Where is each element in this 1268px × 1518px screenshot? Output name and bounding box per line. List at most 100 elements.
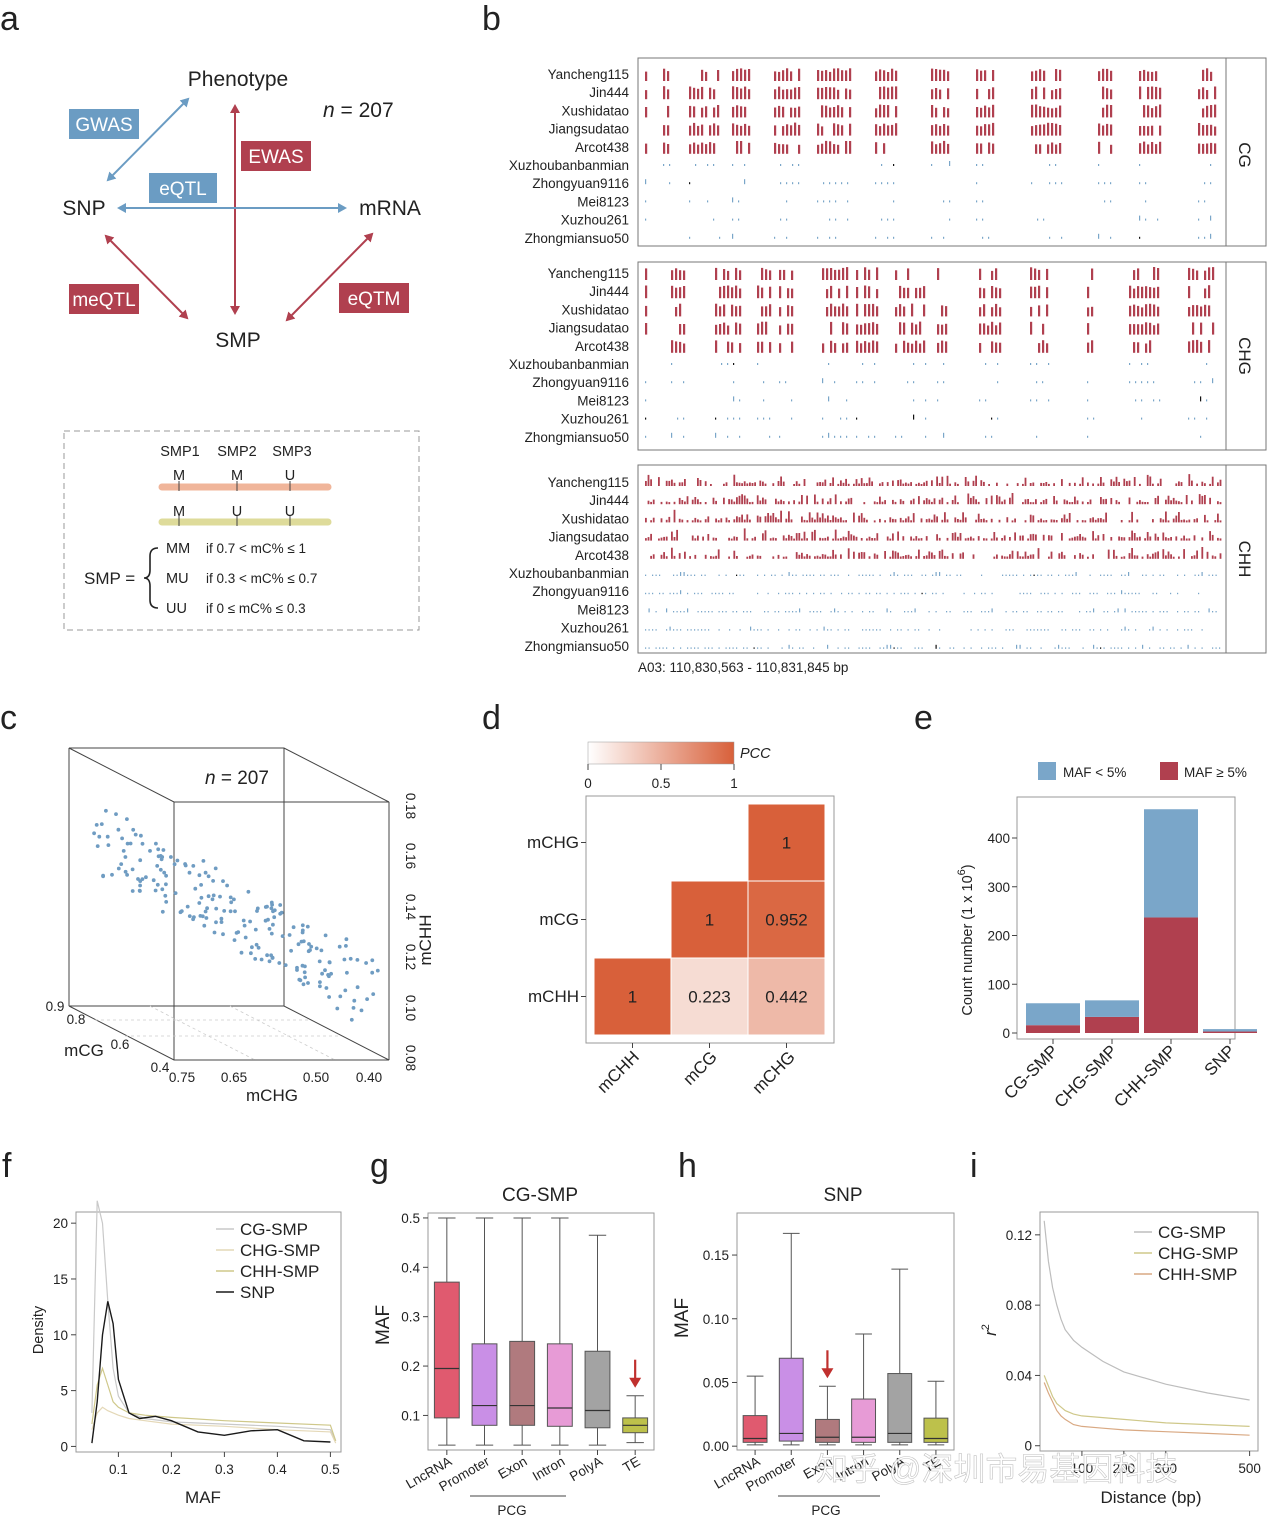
chh-bar	[1042, 534, 1045, 541]
methylation-bar	[1046, 343, 1049, 353]
methylation-bar	[778, 71, 781, 81]
chh-mark	[648, 608, 650, 613]
chh-bar	[1089, 518, 1092, 523]
chh-mark	[1072, 574, 1074, 576]
chh-bar	[762, 533, 764, 541]
chh-mark	[949, 647, 951, 649]
chh-bar	[1157, 483, 1159, 486]
methylation-bar	[1147, 86, 1150, 100]
x-tick-label: 0.5	[321, 1462, 340, 1477]
chh-mark	[1026, 629, 1028, 631]
scatter-point	[105, 834, 110, 839]
chh-bar	[853, 483, 855, 486]
methylation-mark	[774, 236, 776, 239]
chh-bar	[736, 556, 738, 559]
chh-mark	[1135, 647, 1137, 649]
chh-bar	[1162, 519, 1165, 523]
mcg-tick: 0.4	[151, 1060, 170, 1075]
methylation-mark	[1042, 381, 1044, 384]
chh-bar	[725, 482, 728, 486]
methylation-bar	[787, 288, 790, 299]
methylation-bar	[1141, 286, 1144, 299]
methylation-bar	[937, 324, 940, 335]
chh-bar	[1191, 480, 1193, 486]
methylation-bar	[875, 108, 878, 118]
chh-mark	[666, 608, 668, 613]
methylation-mark	[881, 218, 883, 221]
chh-bar	[1032, 533, 1035, 541]
scatter-point	[298, 978, 303, 983]
chh-mark	[1208, 574, 1210, 576]
chh-mark	[844, 611, 846, 613]
methylation-bar	[821, 87, 824, 100]
scatter-point	[249, 951, 253, 956]
box-iqr	[923, 1417, 949, 1443]
chh-bar	[782, 556, 785, 559]
methylation-bar	[1202, 108, 1205, 118]
chh-bar	[915, 536, 918, 541]
chh-mark	[1100, 574, 1102, 576]
chh-mark	[645, 592, 647, 595]
chh-bar	[944, 512, 946, 523]
scatter-point	[204, 916, 209, 920]
chh-bar	[1118, 536, 1120, 541]
scatter-point	[271, 922, 275, 927]
chh-bar	[1159, 478, 1162, 486]
chh-bar	[1011, 493, 1014, 505]
methylation-bar	[939, 69, 942, 81]
chh-bar	[1066, 500, 1068, 505]
chh-mark	[1110, 574, 1112, 576]
chh-bar	[728, 499, 730, 505]
chh-bar	[676, 529, 678, 541]
chh-bar	[694, 517, 697, 523]
chh-mark	[984, 629, 986, 631]
chh-bar	[894, 501, 897, 505]
methylation-bar	[739, 305, 742, 317]
stacked-bar-segment	[1144, 917, 1198, 1033]
methylation-bar	[683, 270, 686, 280]
methylation-bar	[1206, 90, 1209, 100]
chh-mark	[1187, 644, 1189, 649]
chh-mark	[1117, 647, 1119, 649]
methylation-mark	[988, 236, 990, 239]
sample-label: Zhongmiansuo50	[525, 639, 629, 654]
scatter-point	[267, 959, 272, 964]
chh-mark	[1086, 611, 1088, 613]
methylation-mark	[829, 200, 831, 203]
methylation-mark	[943, 381, 945, 384]
scatter-point	[144, 875, 148, 880]
meqtl-box	[69, 284, 139, 314]
methylation-bar	[715, 267, 718, 280]
stacked-bar-segment	[1085, 1016, 1139, 1033]
chh-mark	[893, 647, 895, 649]
chh-bar	[673, 555, 676, 559]
chh-bar	[647, 474, 650, 486]
methylation-bar	[991, 321, 994, 335]
chh-bar	[1071, 502, 1074, 505]
scatter-point	[191, 917, 196, 922]
methylation-bar	[1206, 68, 1209, 81]
chh-mark	[1082, 647, 1084, 649]
category-label: Intron	[530, 1454, 567, 1484]
chh-bar	[678, 518, 681, 523]
methylation-bar	[709, 125, 712, 136]
methylation-mark	[875, 236, 877, 239]
methylation-bar	[829, 107, 832, 118]
y-tick-label: 0	[1002, 1026, 1010, 1041]
methylation-mark	[1110, 182, 1112, 185]
scatter-point	[269, 906, 274, 911]
chh-bar	[1217, 501, 1219, 505]
methylation-mark	[862, 363, 864, 365]
methylation-bar	[947, 71, 950, 81]
methylation-bar	[778, 144, 781, 154]
chh-mark	[799, 592, 801, 595]
chh-bar	[998, 519, 1001, 523]
scatter-point	[130, 867, 135, 872]
methylation-bar	[1051, 123, 1054, 136]
methylation-bar	[879, 86, 882, 100]
smp-definition-box	[63, 430, 420, 631]
scatter-point	[104, 808, 108, 813]
methylation-bar	[1087, 286, 1090, 299]
chh-mark	[711, 611, 713, 613]
chh-bar	[762, 481, 764, 486]
